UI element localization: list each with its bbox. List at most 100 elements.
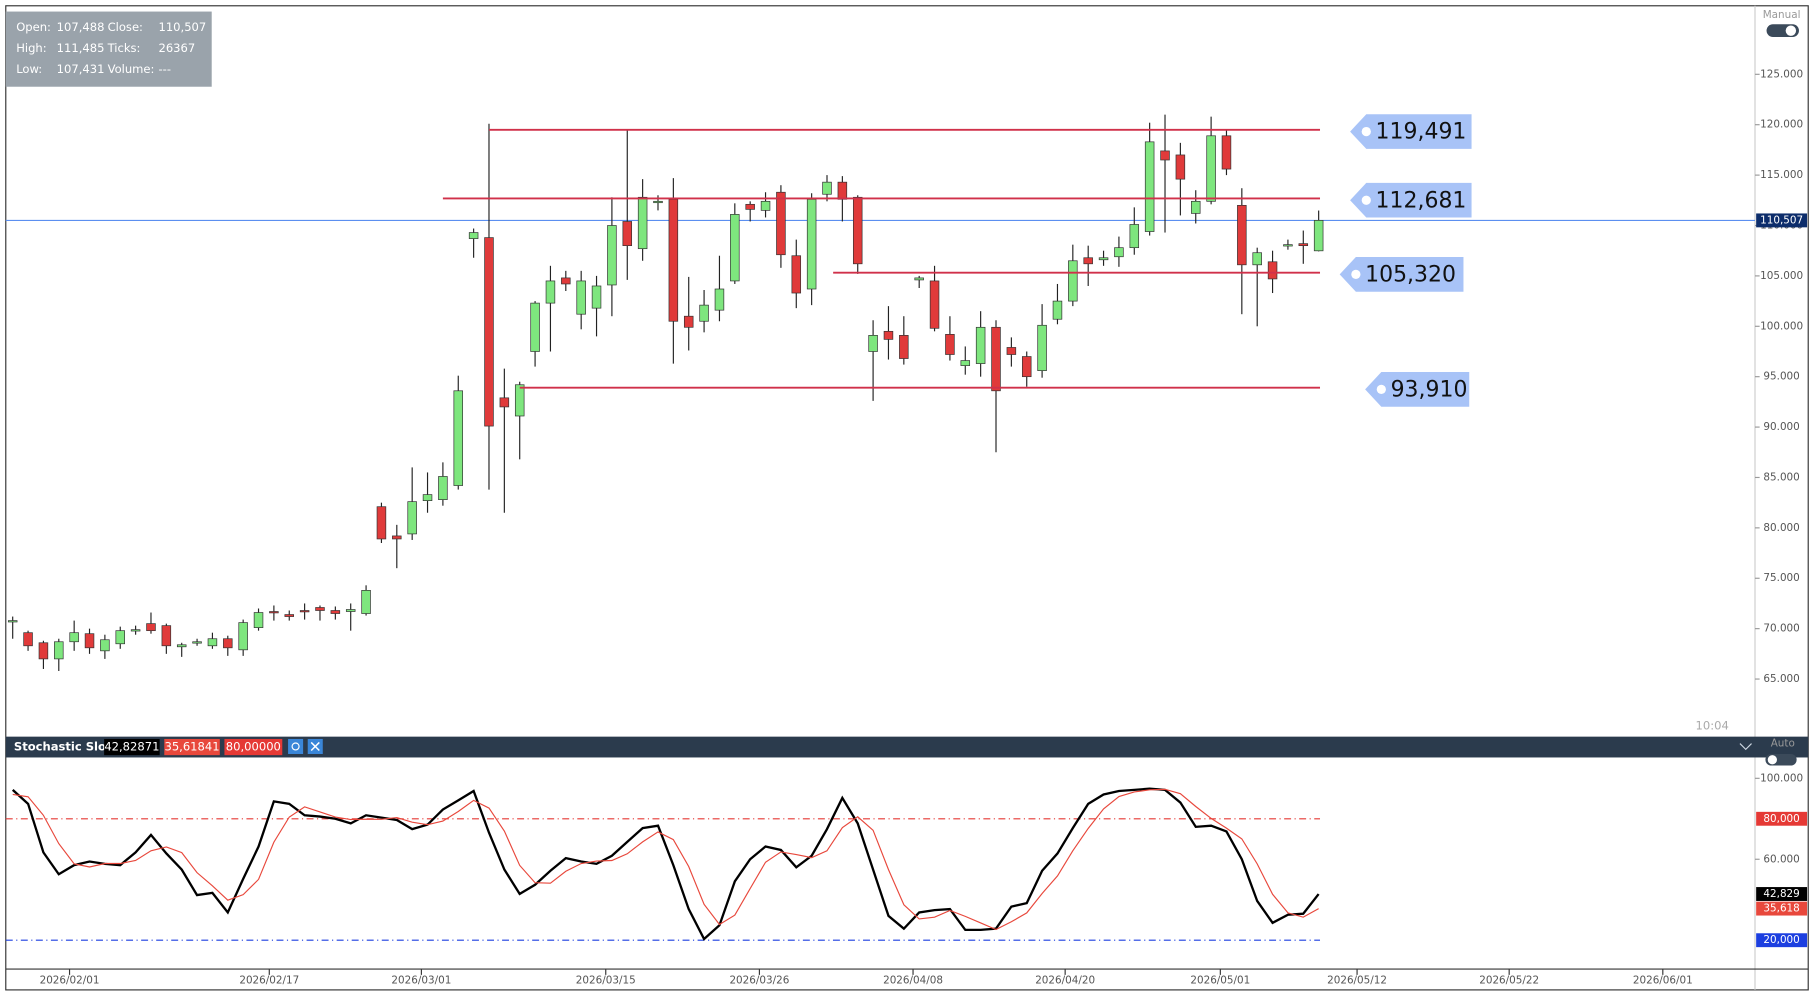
candle-body [929,280,940,329]
y-tick-label: 105.000 [1760,270,1803,282]
info-label: Volume: [108,62,155,76]
candle-body [760,200,771,211]
x-tick-label: 2026/05/22 [1479,975,1539,987]
y-tick-label: 85.000 [1763,471,1799,483]
candle-body [253,612,264,628]
level-dot [1361,195,1371,205]
x-tick-label: 2026/05/01 [1190,975,1250,987]
candle-body [284,614,294,617]
x-tick-label: 2026/04/20 [1035,975,1095,987]
level-badge [1350,182,1472,218]
candle-body [438,476,448,500]
candle-body [453,390,464,486]
candle-body [699,304,709,322]
candle-body [714,288,725,311]
candle-body [376,506,387,540]
candle-body [1114,247,1124,258]
level-label: 112,681 [1376,188,1467,213]
candle-body [1221,135,1232,170]
level-badge [1756,933,1808,948]
x-tick-label: 2026/02/01 [40,975,100,987]
info-box [5,11,212,87]
candle-body [100,639,110,652]
x-tick-label: 2026/05/12 [1327,975,1387,987]
candle-body [315,607,325,611]
candle-body [1298,243,1309,247]
candle-body [1098,257,1109,261]
candle-body [914,277,924,281]
y-tick-label: 60.000 [1763,853,1799,865]
level-dot [1376,384,1386,395]
frame [5,5,1809,991]
candle-body [1037,324,1047,371]
candle-body [161,625,172,647]
x-tick-label: 2026/04/08 [883,975,943,987]
level-dot [1351,269,1361,280]
x-tick-label: 2026/02/17 [239,975,299,987]
candle-body [745,203,755,210]
candle-body [84,633,95,649]
candle-body [837,181,848,200]
candle-body [1160,150,1170,161]
candle-body [299,610,310,613]
settings-icon [291,742,300,751]
info-rows: Open: 107,488 Close: 110,507 High: 111,485 Tic… [16,20,206,76]
candle-body [852,196,863,265]
info-label: Low: [16,62,42,76]
info-label: High: [16,41,46,55]
candle-body [1313,220,1324,252]
info-label: Open: [16,20,51,34]
candle-body [591,285,602,309]
y-tick-label: 125.000 [1760,68,1803,80]
y-tick-label: 115.000 [1760,169,1803,181]
candle-body [238,622,248,651]
last-value-label: 42,829 [1763,888,1799,900]
candle-body [176,644,187,648]
info-value: 26367 [158,41,195,55]
candle-body [484,237,494,427]
auto-label: Auto [1771,738,1795,750]
level-label: 20,000 [1763,934,1799,946]
candle-body [130,629,141,632]
header-value-badge [164,738,220,756]
time-label: 10:04 [1696,719,1729,733]
candle-body [683,315,694,328]
candle-body [392,535,402,540]
candle-body [576,280,586,315]
candle-body [207,638,218,647]
candle-body [115,630,125,645]
candle-body [7,620,18,623]
manual-label: Manual [1763,9,1801,21]
header-value-badge [104,738,160,756]
candle-body [23,632,33,647]
y-tick-label: 75.000 [1763,572,1799,584]
level-badge [1756,811,1808,826]
candle-body [622,221,633,247]
candle-body [192,641,202,644]
collapse-chevron[interactable] [1739,743,1752,751]
stochastic-panel: 60.000 100.000 2026/02/01 2026/02/17 2026/03… [5,772,1808,987]
candle-body [868,335,878,352]
candle-body [637,196,648,250]
info-label: Ticks: [107,41,141,55]
candle-body [223,638,233,649]
candle-body [806,198,817,290]
level-badge [1365,372,1470,407]
candle-body [269,611,279,614]
candle-body [361,590,371,614]
indicator-header [5,736,1809,758]
last-value-badge [1756,901,1808,916]
level-badge [1350,114,1472,149]
close-icon [310,741,320,752]
level-label: 105,320 [1365,263,1456,288]
candle-body [960,360,971,366]
candle-body [1283,244,1293,247]
indicator-title: Stochastic Slow [14,740,117,754]
candle-body [69,632,79,643]
candle-body [1252,252,1262,266]
candle-body [1021,356,1032,378]
settings-button[interactable] [288,738,304,754]
toggle-knob [1767,755,1777,765]
candle-body [1175,154,1186,180]
